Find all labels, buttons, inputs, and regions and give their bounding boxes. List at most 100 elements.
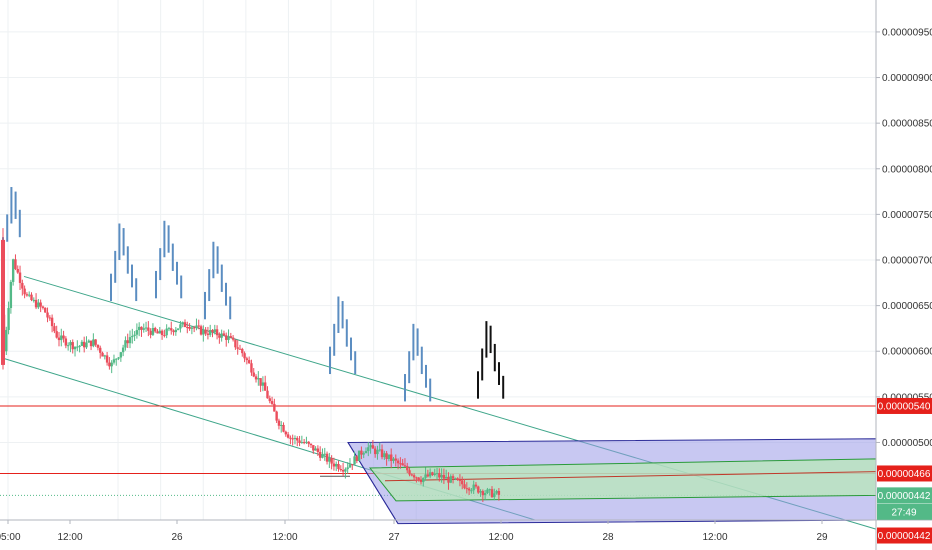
candle-body bbox=[11, 259, 15, 282]
x-tick-label: 05:00 bbox=[0, 532, 21, 543]
x-tick-label: 27 bbox=[388, 532, 400, 543]
x-tick-label: 29 bbox=[816, 532, 828, 543]
candle-body bbox=[46, 312, 49, 318]
y-tick-label: 0.00000550 bbox=[882, 392, 932, 403]
price-badge-label: 0.00000442 bbox=[878, 491, 931, 502]
candle-body bbox=[50, 317, 54, 327]
candle-body bbox=[302, 442, 306, 444]
candle-body bbox=[493, 493, 496, 498]
candle-body bbox=[289, 437, 292, 439]
candle-body bbox=[488, 489, 491, 491]
candle-body bbox=[477, 486, 480, 493]
candle-body bbox=[87, 340, 90, 343]
candle-body bbox=[318, 451, 322, 458]
candle-body bbox=[291, 438, 294, 440]
candle-body bbox=[371, 445, 375, 449]
candle-body bbox=[296, 437, 299, 441]
candle-body bbox=[80, 341, 84, 346]
candle-body bbox=[183, 322, 187, 328]
candle-body bbox=[339, 468, 342, 470]
candle-body bbox=[94, 339, 97, 345]
candle-body bbox=[55, 331, 58, 338]
price-badge bbox=[877, 503, 932, 520]
mid-channel-line bbox=[384, 471, 877, 482]
candle-body bbox=[121, 347, 125, 353]
candle-body bbox=[108, 362, 111, 367]
y-tick-label: 0.00000600 bbox=[882, 347, 932, 358]
candle-body bbox=[266, 390, 269, 399]
candle-body bbox=[298, 440, 301, 443]
candle-body bbox=[440, 474, 443, 478]
candle-body bbox=[280, 424, 283, 426]
candle-body bbox=[144, 327, 148, 329]
candle-body bbox=[483, 492, 487, 496]
candle-body bbox=[330, 457, 333, 464]
candle-body bbox=[92, 339, 95, 347]
candle-body bbox=[417, 477, 420, 481]
candle-body bbox=[481, 491, 485, 496]
candle-body bbox=[227, 336, 230, 340]
candle-body bbox=[14, 259, 17, 269]
candle-body bbox=[28, 294, 31, 296]
candle-body bbox=[444, 476, 448, 479]
candle-body bbox=[234, 339, 237, 348]
candle-body bbox=[82, 341, 86, 348]
candle-body bbox=[348, 464, 352, 468]
candle-body bbox=[428, 472, 432, 477]
candle-body bbox=[135, 330, 139, 335]
candle-body bbox=[376, 450, 379, 455]
candle-body bbox=[181, 322, 184, 325]
candle-body bbox=[392, 458, 395, 461]
candle-body bbox=[137, 326, 141, 331]
price-badge-label: 0.00000540 bbox=[878, 401, 931, 412]
projection-bars bbox=[2, 187, 505, 402]
candle-body bbox=[215, 329, 219, 336]
candle-body bbox=[312, 445, 315, 451]
candle-body bbox=[263, 382, 267, 391]
candle-body bbox=[163, 335, 166, 337]
candle-body bbox=[229, 336, 233, 338]
candle-body bbox=[447, 476, 450, 483]
candle-body bbox=[160, 330, 164, 336]
candle-body bbox=[335, 463, 338, 467]
candle-body bbox=[314, 448, 317, 451]
candle-body bbox=[44, 307, 47, 313]
candle-body bbox=[110, 362, 113, 367]
candle-body bbox=[133, 334, 136, 336]
candle-body bbox=[197, 325, 200, 327]
candle-body bbox=[222, 333, 226, 336]
candle-body bbox=[337, 463, 340, 469]
candle-body bbox=[277, 420, 281, 426]
candle-body bbox=[188, 327, 191, 329]
candle-body bbox=[495, 491, 498, 494]
candle-body bbox=[286, 434, 290, 438]
candle-body bbox=[364, 451, 368, 454]
candle-body bbox=[367, 447, 370, 452]
candle-body bbox=[156, 331, 159, 334]
candle-body bbox=[176, 328, 180, 330]
candle-body bbox=[351, 464, 354, 466]
candle-body bbox=[408, 470, 411, 475]
candle-body bbox=[323, 453, 326, 455]
candle-body bbox=[273, 403, 276, 412]
candle-body bbox=[399, 463, 402, 465]
candle-body bbox=[48, 317, 52, 319]
candle-body bbox=[390, 454, 393, 461]
candle-body bbox=[220, 333, 223, 338]
candle-body bbox=[332, 463, 336, 467]
candle-body bbox=[259, 378, 262, 386]
candle-body bbox=[254, 376, 258, 380]
candle-body bbox=[140, 326, 143, 330]
candle-body bbox=[463, 484, 466, 489]
candle-body bbox=[486, 489, 489, 493]
y-tick-label: 0.00000900 bbox=[882, 73, 932, 84]
candle-body bbox=[241, 348, 244, 354]
candle-body bbox=[328, 457, 331, 462]
candle-body bbox=[458, 480, 462, 482]
candle-body bbox=[252, 372, 255, 377]
candle-body bbox=[128, 337, 132, 344]
price-badge-label: 27:49 bbox=[891, 507, 916, 518]
candle-body bbox=[250, 363, 253, 373]
